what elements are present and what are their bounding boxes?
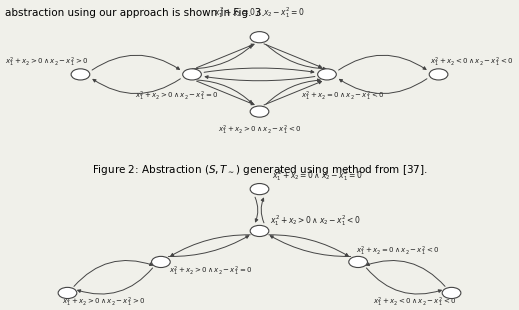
Circle shape	[250, 32, 269, 43]
Circle shape	[349, 256, 367, 268]
Circle shape	[71, 69, 90, 80]
FancyArrowPatch shape	[266, 79, 320, 104]
Text: abstraction using our approach is shown in Fig. 3.: abstraction using our approach is shown …	[5, 8, 265, 18]
FancyArrowPatch shape	[198, 80, 252, 103]
Circle shape	[152, 256, 170, 268]
FancyArrowPatch shape	[270, 236, 351, 256]
FancyArrowPatch shape	[264, 81, 322, 105]
FancyArrowPatch shape	[366, 260, 445, 286]
Text: $x_1^2+x_2>0\wedge x_2-x_1^2>0$: $x_1^2+x_2>0\wedge x_2-x_1^2>0$	[62, 296, 146, 309]
Text: $x_1^2+x_2>0\wedge x_2-x_1^2<0$: $x_1^2+x_2>0\wedge x_2-x_1^2<0$	[218, 124, 301, 137]
Circle shape	[318, 69, 336, 80]
Text: $x_1^2+x_2>0\wedge x_2-x_1^2>0$: $x_1^2+x_2>0\wedge x_2-x_1^2>0$	[5, 55, 89, 69]
FancyArrowPatch shape	[266, 45, 326, 70]
FancyArrowPatch shape	[171, 235, 250, 256]
FancyArrowPatch shape	[197, 44, 254, 68]
FancyArrowPatch shape	[366, 268, 441, 294]
FancyArrowPatch shape	[255, 197, 258, 222]
Text: $x_1^2+x_2=0\wedge x_2-x_1^2=0$: $x_1^2+x_2=0\wedge x_2-x_1^2=0$	[214, 5, 305, 20]
Text: $x_1^2+x_2>0\wedge x_2-x_1^2=0$: $x_1^2+x_2>0\wedge x_2-x_1^2=0$	[169, 265, 252, 278]
FancyArrowPatch shape	[261, 198, 264, 223]
FancyArrowPatch shape	[78, 268, 153, 294]
FancyArrowPatch shape	[92, 55, 180, 70]
FancyArrowPatch shape	[264, 44, 322, 68]
Text: $x_1^2+x_2<0\wedge x_2-x_1^2<0$: $x_1^2+x_2<0\wedge x_2-x_1^2<0$	[430, 55, 514, 69]
Circle shape	[250, 106, 269, 117]
Text: Figure 2: Abstraction $(S, T_{\sim})$ generated using method from [37].: Figure 2: Abstraction $(S, T_{\sim})$ ge…	[92, 162, 427, 177]
FancyArrowPatch shape	[74, 260, 153, 286]
Circle shape	[183, 69, 201, 80]
Text: $x_1^2+x_2=0\wedge x_2-x_1^2=0$: $x_1^2+x_2=0\wedge x_2-x_1^2=0$	[272, 168, 363, 183]
FancyArrowPatch shape	[205, 76, 315, 81]
Text: $x_1^2+x_2=0\wedge x_2-x_1^2<0$: $x_1^2+x_2=0\wedge x_2-x_1^2<0$	[301, 90, 384, 103]
Circle shape	[429, 69, 448, 80]
FancyArrowPatch shape	[168, 236, 249, 256]
FancyArrowPatch shape	[192, 45, 252, 69]
FancyArrowPatch shape	[93, 79, 181, 94]
Text: $x_1^2+x_2=0\wedge x_2-x_1^2<0$: $x_1^2+x_2=0\wedge x_2-x_1^2<0$	[356, 245, 439, 258]
FancyArrowPatch shape	[204, 68, 314, 73]
FancyArrowPatch shape	[197, 81, 254, 105]
Circle shape	[442, 287, 461, 299]
FancyArrowPatch shape	[269, 235, 348, 256]
Text: $x_1^2+x_2>0\wedge x_2-x_1^2<0$: $x_1^2+x_2>0\wedge x_2-x_1^2<0$	[270, 214, 361, 228]
Text: $x_1^2+x_2<0\wedge x_2-x_1^2<0$: $x_1^2+x_2<0\wedge x_2-x_1^2<0$	[373, 296, 457, 309]
Text: $x_1^2+x_2>0\wedge x_2-x_1^2=0$: $x_1^2+x_2>0\wedge x_2-x_1^2=0$	[135, 90, 218, 103]
Circle shape	[250, 225, 269, 237]
Circle shape	[58, 287, 77, 299]
FancyArrowPatch shape	[338, 55, 426, 70]
Circle shape	[250, 184, 269, 195]
FancyArrowPatch shape	[339, 79, 427, 94]
